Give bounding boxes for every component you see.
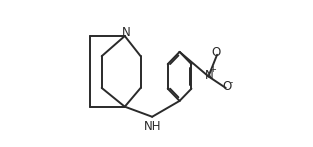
Text: -: - — [229, 78, 233, 87]
Text: NH: NH — [144, 120, 162, 133]
Text: N: N — [205, 69, 213, 82]
Text: N: N — [122, 26, 131, 39]
Text: O: O — [223, 80, 232, 93]
Text: +: + — [209, 65, 216, 74]
Text: O: O — [212, 46, 221, 59]
